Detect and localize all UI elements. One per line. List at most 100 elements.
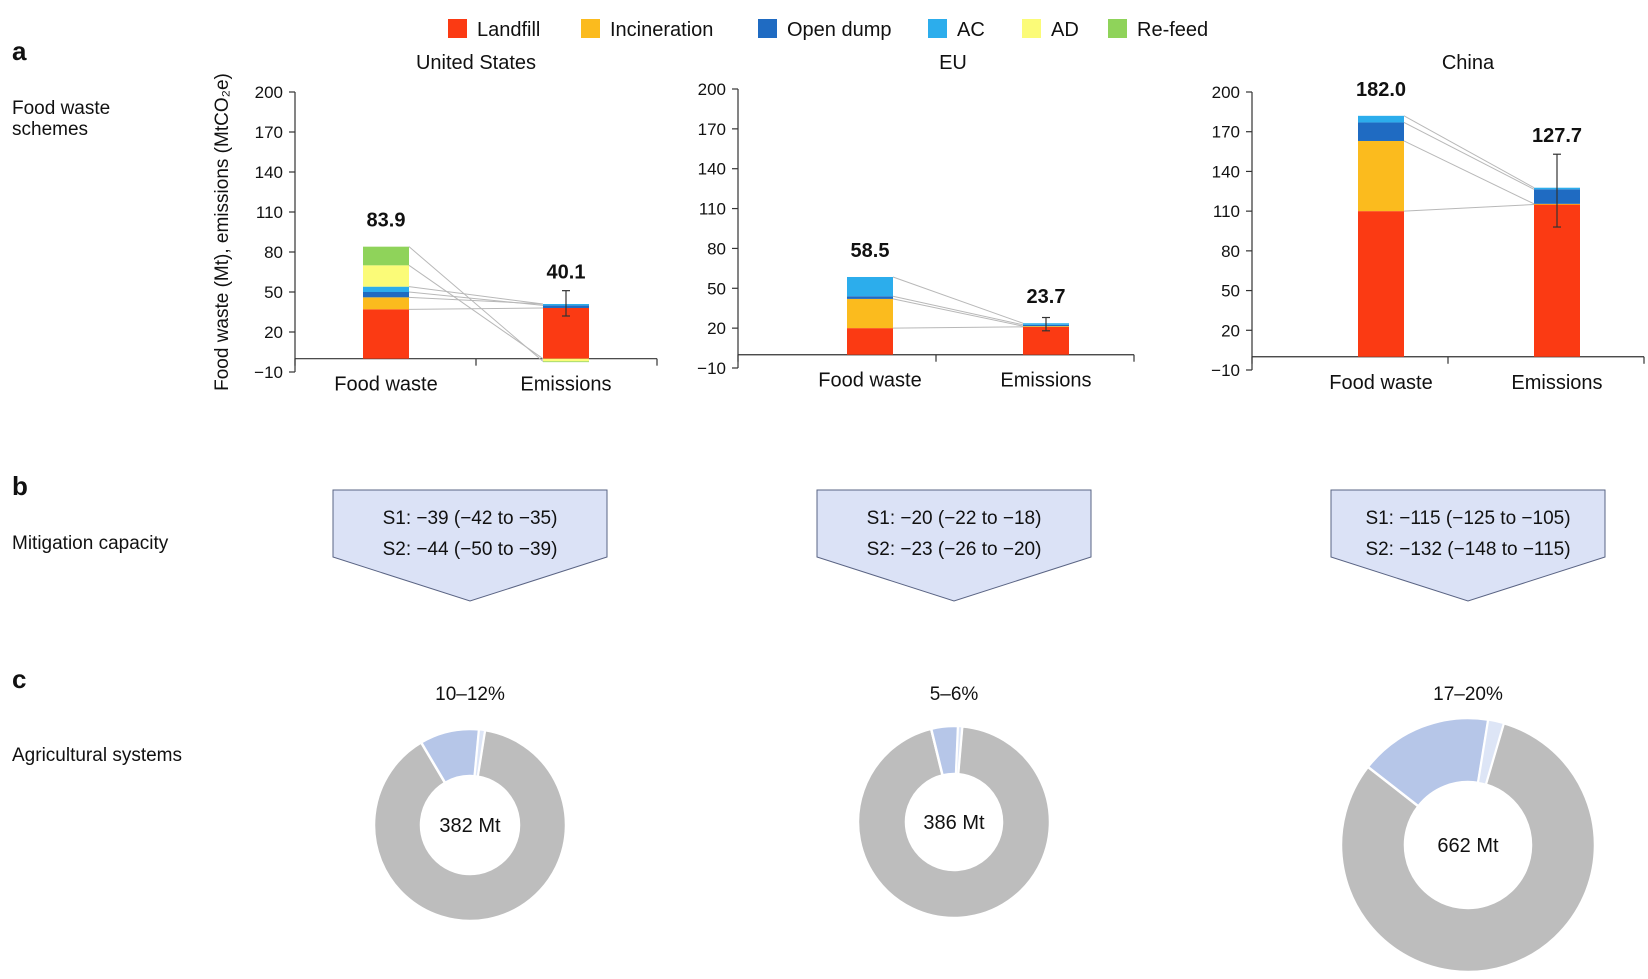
mitigation-s2: S2: −44 (−50 to −39) [383, 539, 558, 560]
panel-label-c: c [12, 664, 26, 694]
mitigation-s1: S1: −20 (−22 to −18) [867, 508, 1042, 529]
chart-title: United States [416, 52, 536, 74]
row-label-a-line2: schemes [12, 119, 88, 140]
panel-label-a: a [12, 36, 27, 66]
donut-percent-label: 17–20% [1433, 684, 1503, 705]
bar-segment-landfill-emissions [1023, 326, 1069, 355]
legend-label-re-feed: Re-feed [1137, 19, 1208, 41]
y-tick-label: 50 [707, 279, 726, 298]
donut-2: 5–6% 386 Mt [856, 684, 1052, 920]
bar-segment-ac-food-waste [1358, 115, 1404, 123]
y-tick-label: 20 [707, 319, 726, 338]
y-tick-label: 110 [699, 200, 726, 219]
connector-line-ac [1403, 115, 1535, 189]
row-label-a-line1: Food waste [12, 98, 110, 119]
y-tick-label: 170 [255, 123, 283, 142]
mitigation-s1: S1: −39 (−42 to −35) [383, 508, 558, 529]
bar-segment-open-dump-food-waste [847, 296, 893, 299]
bar-segment-incineration-food-waste [847, 298, 893, 329]
chart-title: EU [939, 52, 967, 74]
category-label: Food waste [818, 370, 921, 392]
connector-line-open-dump [408, 291, 544, 306]
chart-united-states: United States −10 20 50 80 110 140 170 200 Food w… [254, 52, 658, 396]
bar-segment-landfill-food-waste [363, 309, 409, 359]
y-tick-label: 200 [255, 83, 283, 102]
y-tick-label: 140 [1212, 162, 1240, 181]
donut-center-label: 382 Mt [439, 815, 501, 837]
chart-china: China −10 20 50 80 110 140 170 200 Food waste Emis… [1211, 52, 1645, 394]
donut-center-label: 386 Mt [923, 812, 985, 834]
legend-label-landfill: Landfill [477, 19, 540, 41]
category-label: Food waste [334, 374, 437, 396]
donut-percent-label: 10–12% [435, 684, 505, 705]
y-tick-label: 20 [264, 323, 283, 342]
legend-swatch-incineration [581, 19, 600, 38]
mitigation-box-3: S1: −115 (−125 to −105) S2: −132 (−148 to… [1330, 489, 1606, 602]
connector-line-landfill [892, 326, 1024, 329]
bar-segment-landfill-food-waste [1358, 211, 1404, 357]
y-tick-label: 110 [256, 203, 283, 222]
bar-segment-landfill-food-waste [847, 328, 893, 355]
connector-line-ac [408, 286, 544, 305]
mitigation-panel-b: S1: −39 (−42 to −35) S2: −44 (−50 to −39)… [332, 489, 1606, 602]
donut-slice-rest [372, 728, 568, 923]
legend-label-ad: AD [1051, 19, 1079, 41]
bar-segment-ad-food-waste [363, 265, 409, 287]
bar-segment-open-dump-food-waste [363, 292, 409, 298]
bar-segment-re-feed-emissions [543, 361, 589, 363]
category-label: Emissions [520, 374, 611, 396]
donut-slice-small [1476, 718, 1506, 786]
y-tick-label: −10 [254, 363, 283, 382]
mitigation-arrow-shape [1330, 489, 1606, 602]
connector-line-landfill [1403, 204, 1535, 212]
connector-line-ac [892, 276, 1024, 324]
donut-percent-label: 5–6% [930, 684, 979, 705]
y-tick-label: 140 [255, 163, 283, 182]
donut-1: 10–12% 382 Mt [372, 684, 568, 923]
bar-segment-ad-emissions [543, 358, 589, 362]
mitigation-arrow-shape [816, 489, 1092, 602]
connector-line-incineration [1403, 140, 1535, 205]
total-label-emissions: 23.7 [1027, 286, 1066, 308]
y-tick-label: 170 [698, 120, 726, 139]
y-tick-label: 50 [264, 283, 283, 302]
bar-segment-ac-food-waste [363, 286, 409, 292]
y-tick-label: −10 [697, 359, 726, 378]
category-label: Emissions [1511, 372, 1602, 394]
legend-swatch-ac [928, 19, 947, 38]
bar-segment-open-dump-food-waste [1358, 122, 1404, 141]
donuts-panel-c: 10–12% 382 Mt 5–6% 386 Mt 17–20% 662 Mt [372, 684, 1597, 974]
connector-line-incineration [892, 298, 1024, 327]
y-tick-label: 80 [264, 243, 283, 262]
y-tick-label: 80 [707, 239, 726, 258]
donut-center-label: 662 Mt [1437, 835, 1499, 857]
legend-swatch-ad [1022, 19, 1041, 38]
mitigation-s1: S1: −115 (−125 to −105) [1365, 508, 1570, 529]
legend-swatch-landfill [448, 19, 467, 38]
y-tick-label: 110 [1213, 202, 1240, 221]
bar-segment-incineration-food-waste [1358, 140, 1404, 212]
y-tick-label: 140 [698, 160, 726, 179]
panel-label-b: b [12, 471, 28, 501]
y-tick-label: 80 [1221, 242, 1240, 261]
mitigation-box-1: S1: −39 (−42 to −35) S2: −44 (−50 to −39) [332, 489, 608, 602]
bar-segment-ac-food-waste [847, 276, 893, 297]
bar-segment-landfill-emissions [1534, 204, 1580, 357]
legend-label-ac: AC [957, 19, 985, 41]
donut-slice-rest [856, 725, 1052, 920]
mitigation-arrow-shape [332, 489, 608, 602]
legend-label-incineration: Incineration [610, 19, 713, 41]
category-label: Food waste [1329, 372, 1432, 394]
total-label-food-waste: 182.0 [1356, 79, 1406, 101]
mitigation-s2: S2: −23 (−26 to −20) [867, 539, 1042, 560]
y-axis-label: Food waste (Mt), emissions (MtCO₂e) [212, 73, 233, 391]
y-tick-label: 200 [698, 80, 726, 99]
connector-line-landfill [408, 307, 544, 310]
row-label-b: Mitigation capacity [12, 533, 169, 554]
row-label-c: Agricultural systems [12, 745, 182, 766]
connector-line-ad [408, 264, 544, 360]
legend-label-open-dump: Open dump [787, 19, 892, 41]
connector-line-open-dump [1403, 122, 1535, 190]
connector-line-re-feed [408, 246, 544, 362]
